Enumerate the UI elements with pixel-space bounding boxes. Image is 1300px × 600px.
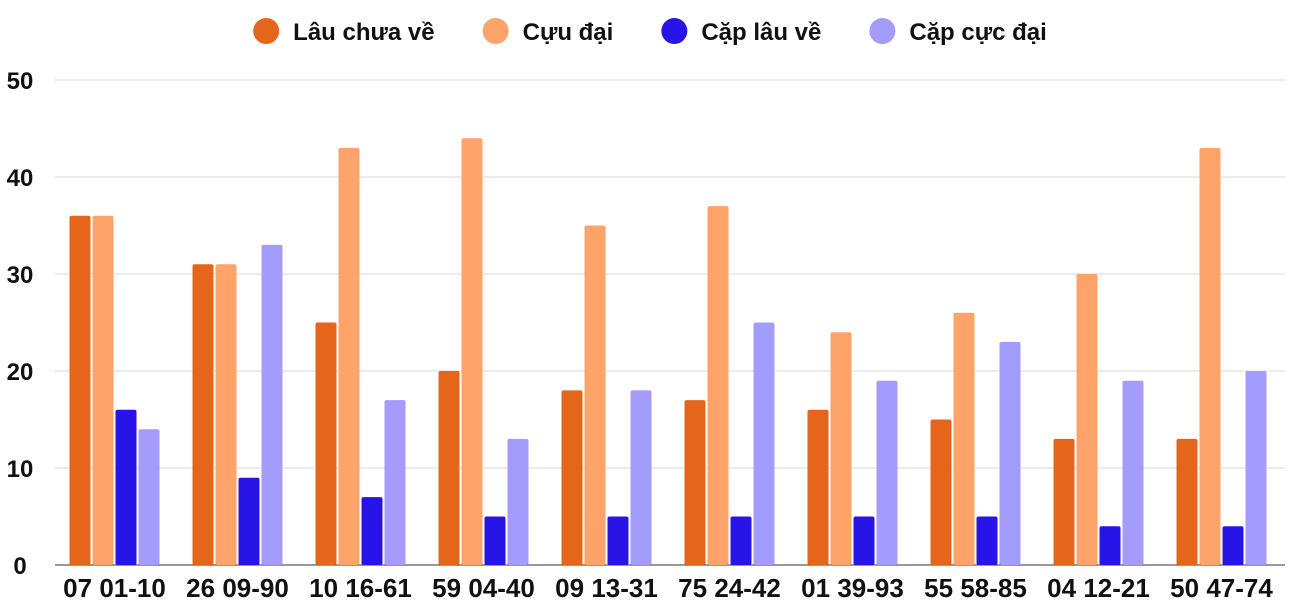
bar-group <box>69 215 160 566</box>
bar <box>384 400 406 565</box>
legend-swatch <box>869 18 896 44</box>
x-category-label: 59 04-40 <box>432 573 535 600</box>
bar <box>1076 274 1098 565</box>
bar <box>69 215 91 566</box>
bar <box>461 138 483 565</box>
y-tick-label: 40 <box>7 165 34 192</box>
bar <box>999 341 1021 565</box>
bar <box>1199 147 1221 565</box>
bar <box>930 419 952 565</box>
legend: Lâu chưa về Cựu đại Cặp lâu về Cặp cực đại <box>253 18 1047 46</box>
bar <box>630 390 652 565</box>
bar <box>1245 371 1267 565</box>
y-tick-label: 10 <box>7 456 34 483</box>
bar <box>953 312 975 565</box>
bar <box>853 516 875 565</box>
x-category-label: 75 24-42 <box>678 573 781 600</box>
legend-item: Cặp cực đại <box>869 18 1047 46</box>
x-category-label: 01 39-93 <box>801 573 904 600</box>
bar <box>361 497 383 565</box>
x-category-label: 50 47-74 <box>1170 573 1273 600</box>
legend-item: Cặp lâu về <box>661 18 821 46</box>
x-category-label: 10 16-61 <box>309 573 412 600</box>
bar <box>238 477 260 565</box>
legend-swatch <box>661 18 688 44</box>
x-category-label: 04 12-21 <box>1047 573 1150 600</box>
bar <box>1222 526 1244 565</box>
x-category-label: 55 58-85 <box>924 573 1027 600</box>
legend-item: Cựu đại <box>482 18 614 46</box>
y-axis: 0 10 20 30 40 50 <box>7 68 34 580</box>
bar <box>507 438 529 565</box>
bars <box>69 138 1267 566</box>
legend-swatch <box>482 18 509 44</box>
bar <box>438 371 460 565</box>
bar-group <box>1176 147 1267 565</box>
bar <box>215 264 237 565</box>
bar <box>484 516 506 565</box>
bar-group <box>807 332 898 565</box>
bar <box>607 516 629 565</box>
bar <box>876 380 898 565</box>
bar <box>976 516 998 565</box>
bar-group <box>315 147 406 565</box>
legend-label: Cặp lâu về <box>701 19 821 46</box>
bar <box>707 206 729 565</box>
bar <box>1122 380 1144 565</box>
legend-label: Cựu đại <box>523 19 614 46</box>
bar <box>338 147 360 565</box>
legend-label: Cặp cực đại <box>909 19 1046 46</box>
x-category-label: 26 09-90 <box>186 573 289 600</box>
bar <box>730 516 752 565</box>
bar <box>192 264 214 565</box>
bar <box>753 322 775 565</box>
bar <box>315 322 337 565</box>
bar <box>261 244 283 565</box>
y-tick-label: 20 <box>7 359 34 386</box>
bar <box>830 332 852 565</box>
y-tick-label: 0 <box>13 553 26 580</box>
bar <box>1053 438 1075 565</box>
legend-item: Lâu chưa về <box>253 18 435 46</box>
bar <box>584 225 606 565</box>
bar <box>138 429 160 565</box>
bar <box>115 409 137 565</box>
bar-group <box>1053 274 1144 565</box>
y-tick-label: 50 <box>7 68 34 95</box>
bar-group <box>438 138 529 565</box>
bar-group <box>684 206 775 565</box>
x-category-label: 07 01-10 <box>63 573 166 600</box>
legend-label: Lâu chưa về <box>293 19 434 46</box>
bar <box>807 409 829 565</box>
bar-group <box>561 225 652 565</box>
bar <box>561 390 583 565</box>
bar-group <box>192 244 283 565</box>
y-tick-label: 30 <box>7 262 34 289</box>
bar <box>92 215 114 566</box>
legend-swatch <box>253 18 280 44</box>
bar-group <box>930 312 1021 565</box>
bar <box>1176 438 1198 565</box>
x-category-label: 09 13-31 <box>555 573 658 600</box>
bar <box>1099 526 1121 565</box>
x-axis: 07 01-10 26 09-90 10 16-61 59 04-40 09 13-31… <box>63 573 1273 600</box>
bar <box>684 400 706 565</box>
